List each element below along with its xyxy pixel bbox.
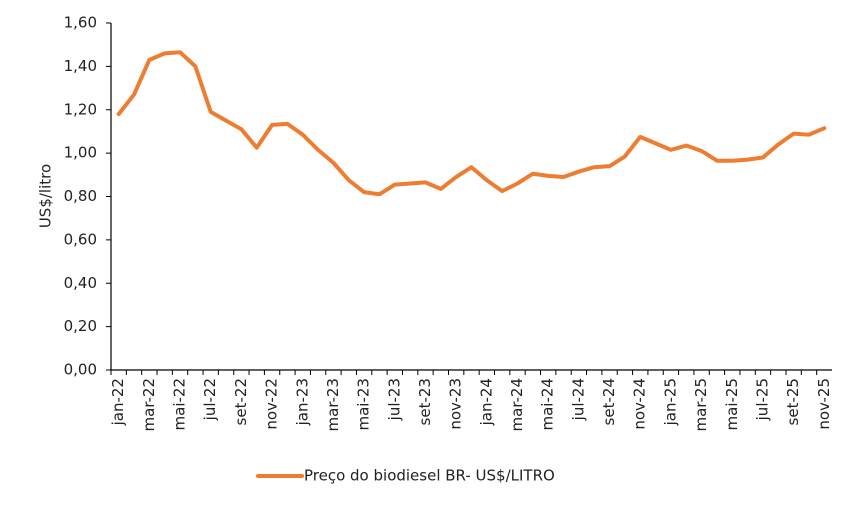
- x-tick-label: mar-25: [692, 378, 710, 432]
- x-tick-label: nov-22: [263, 378, 281, 430]
- x-tick-label: jan-25: [661, 378, 679, 426]
- x-tick-label: set-22: [232, 378, 250, 425]
- x-tick-label: mar-23: [324, 378, 342, 432]
- legend-label: Preço do biodiesel BR- US$/LITRO: [304, 467, 555, 485]
- y-tick-label: 0,00: [64, 361, 97, 379]
- y-tick-label: 1,60: [64, 14, 97, 32]
- x-tick-label: nov-24: [631, 378, 649, 430]
- x-tick-label: nov-25: [815, 378, 833, 430]
- x-tick-label: mai-23: [355, 378, 373, 430]
- x-tick-label: mar-24: [508, 378, 526, 432]
- y-tick-label: 1,40: [64, 57, 97, 75]
- x-tick-label: jul-23: [385, 378, 403, 421]
- x-tick-label: nov-23: [447, 378, 465, 430]
- x-tick-label: set-25: [784, 378, 802, 425]
- x-tick-label: mai-25: [723, 378, 741, 430]
- x-tick-label: jul-24: [569, 378, 587, 421]
- x-tick-label: jan-22: [109, 378, 127, 426]
- line-series: [116, 50, 827, 197]
- x-tick-label: mai-24: [539, 378, 557, 430]
- x-tick-label: set-23: [416, 378, 434, 425]
- x-tick-label: jan-24: [477, 378, 495, 426]
- y-axis-label: US$/litro: [37, 164, 55, 228]
- y-tick-label: 1,20: [64, 100, 97, 118]
- x-tick-label: mai-22: [171, 378, 189, 430]
- y-tick-label: 1,00: [64, 144, 97, 162]
- y-tick-label: 0,20: [64, 317, 97, 335]
- x-tick-label: jan-23: [293, 378, 311, 426]
- x-tick-label: jul-22: [201, 378, 219, 421]
- x-tick-label: jul-25: [753, 378, 771, 421]
- y-tick-label: 0,60: [64, 230, 97, 248]
- x-tick-label: set-24: [600, 378, 618, 425]
- x-tick-label: mar-22: [140, 378, 158, 432]
- y-tick-label: 0,40: [64, 274, 97, 292]
- y-tick-label: 0,80: [64, 187, 97, 205]
